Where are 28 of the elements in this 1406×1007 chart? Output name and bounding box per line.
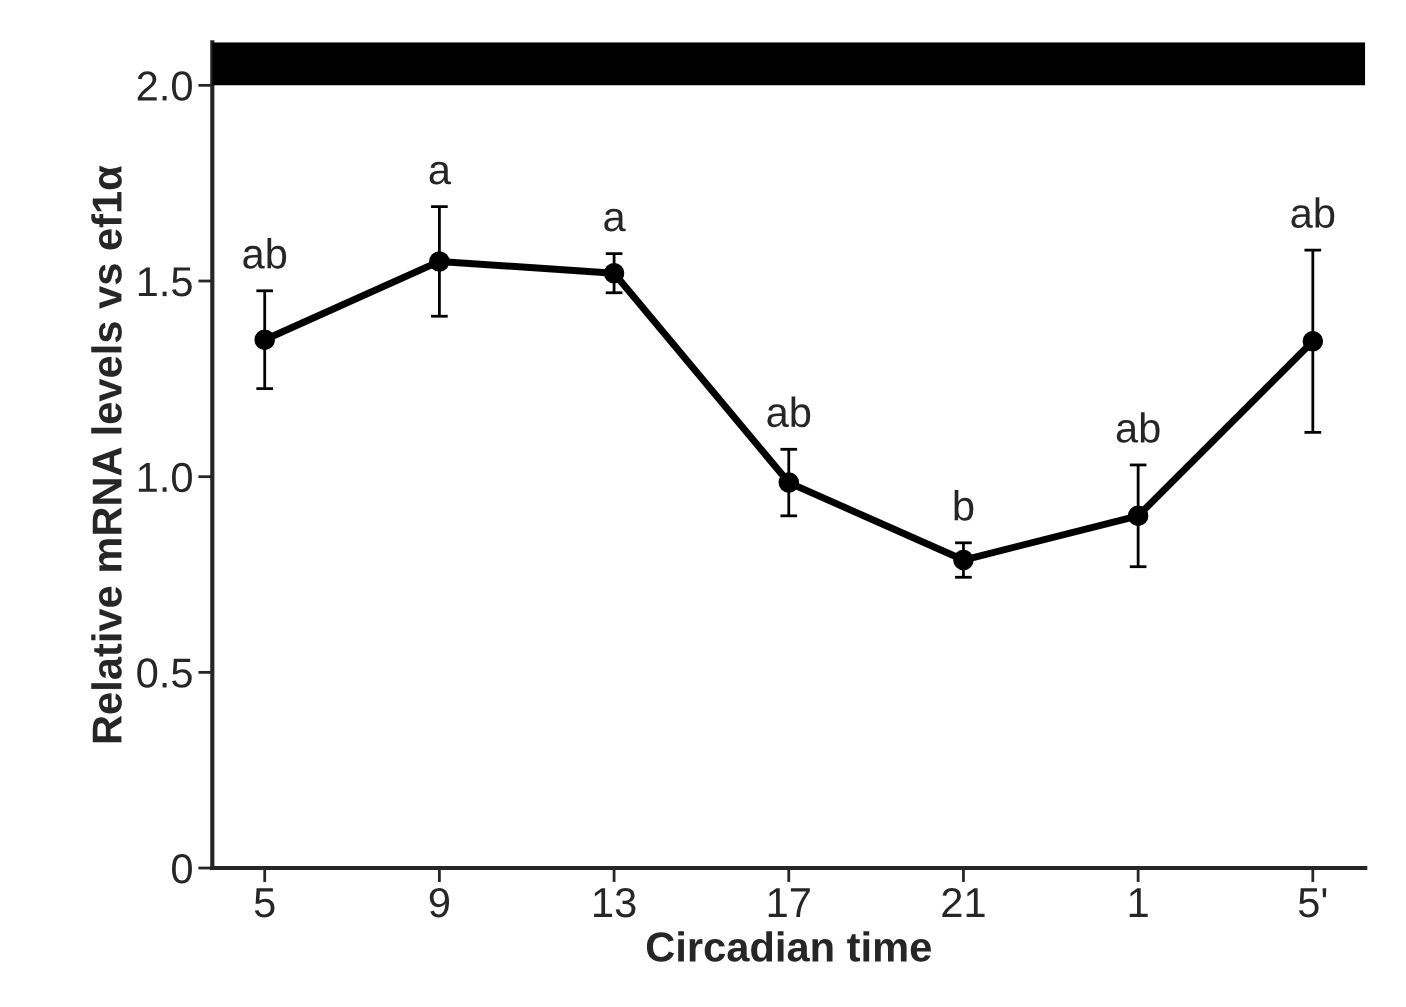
point: [953, 549, 974, 571]
x-tick-label: 17: [768, 888, 810, 917]
y-tick-label: 1.0: [138, 462, 192, 493]
x-tick-label: 13: [594, 887, 636, 918]
x-axis-title: Circadian time: [646, 931, 931, 962]
annotation: ab: [1116, 412, 1160, 443]
x-tick-label: 1: [1129, 888, 1148, 917]
x-tick-label: 5': [1298, 888, 1327, 918]
annotation: ab: [767, 396, 811, 428]
annotation: b: [954, 490, 974, 521]
x-tick-label: 5: [254, 888, 275, 918]
annotation: ab: [1291, 197, 1335, 228]
point: [429, 251, 450, 272]
annotation: ab: [243, 238, 287, 269]
point: [254, 329, 275, 350]
point: [1302, 331, 1324, 352]
y-tick-label: 0.5: [137, 658, 192, 688]
point: [1127, 505, 1149, 527]
y-tick-label: 2.0: [137, 71, 192, 101]
point: [603, 262, 625, 284]
y-tick-label: 0: [172, 854, 192, 884]
x-tick-label: 21: [942, 887, 985, 917]
x-tick-label: 9: [429, 887, 450, 918]
annotation: a: [429, 161, 451, 185]
y-axis-title: Relative mRNA levels vs ef1α: [91, 165, 122, 743]
y-tick-label: 1.5: [138, 267, 192, 297]
annotation: a: [604, 208, 626, 232]
point: [778, 472, 800, 493]
